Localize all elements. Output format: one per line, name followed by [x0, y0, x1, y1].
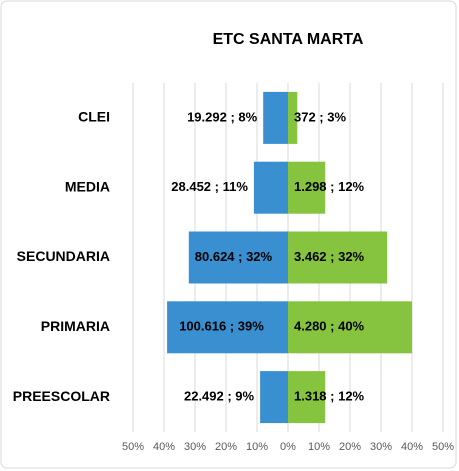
- category-label: MEDIA: [65, 178, 110, 194]
- data-label: 80.624 ; 32%: [195, 249, 273, 264]
- x-tick-label: 40%: [401, 441, 423, 453]
- category-label: CLEI: [78, 109, 110, 125]
- data-label: 372 ; 3%: [294, 109, 346, 124]
- bar: [288, 231, 388, 284]
- bar: [253, 161, 288, 214]
- data-label: 4.280 ; 40%: [294, 319, 365, 334]
- x-tick-label: 10%: [246, 441, 268, 453]
- x-tick-label: 0%: [280, 441, 296, 453]
- bar: [263, 91, 288, 144]
- chart-title: ETC SANTA MARTA: [213, 31, 364, 48]
- x-tick-label: 20%: [215, 441, 237, 453]
- data-label: 19.292 ; 8%: [187, 109, 258, 124]
- bar: [188, 231, 288, 284]
- x-tick-label: 20%: [339, 441, 361, 453]
- x-tick-label: 50%: [432, 441, 454, 453]
- bar: [167, 301, 288, 354]
- data-label: 100.616 ; 39%: [179, 319, 264, 334]
- x-tick-label: 30%: [184, 441, 206, 453]
- x-tick-label: 30%: [370, 441, 392, 453]
- bar: [260, 371, 288, 424]
- x-tick-label: 50%: [122, 441, 144, 453]
- category-label: PRIMARIA: [41, 318, 110, 334]
- category-label: SECUNDARIA: [17, 248, 110, 264]
- data-label: 1.298 ; 12%: [294, 179, 365, 194]
- data-label: 3.462 ; 32%: [294, 249, 365, 264]
- bar: [288, 371, 326, 424]
- x-tick-label: 10%: [308, 441, 330, 453]
- bar: [288, 301, 412, 354]
- data-label: 1.318 ; 12%: [294, 389, 365, 404]
- x-tick-label: 40%: [153, 441, 175, 453]
- bar: [288, 91, 298, 144]
- data-label: 22.492 ; 9%: [184, 389, 255, 404]
- data-label: 28.452 ; 11%: [171, 179, 248, 194]
- category-label: PREESCOLAR: [13, 388, 110, 404]
- bar: [288, 161, 326, 214]
